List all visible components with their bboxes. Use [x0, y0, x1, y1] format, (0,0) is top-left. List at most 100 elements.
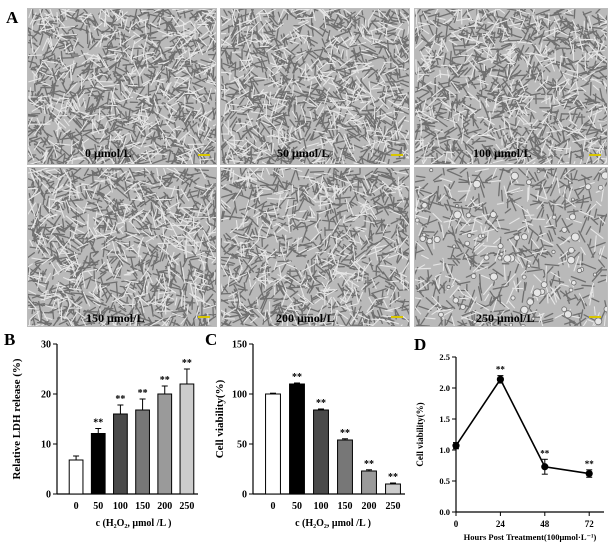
cell-strokes-light: [415, 9, 607, 164]
rounded-cell: [568, 287, 574, 293]
rounded-cell: [520, 305, 529, 314]
y-tick-label: 150: [232, 340, 247, 351]
rounded-cell: [472, 179, 481, 189]
y-tick-label: 0.0: [439, 507, 450, 517]
rounded-cell: [459, 303, 466, 310]
rounded-cell: [597, 184, 604, 191]
scale-bar: [198, 316, 210, 318]
rounded-cell: [470, 273, 477, 279]
cell-texture: [221, 168, 409, 326]
x-tick-label: 200: [157, 501, 172, 512]
rounded-cell: [464, 240, 470, 247]
micrograph-3: [27, 167, 217, 327]
cell-strokes-dark: [221, 9, 409, 164]
cell-texture: [28, 9, 216, 164]
rounded-cell: [521, 274, 527, 280]
rounded-cell: [603, 305, 607, 313]
micrograph-label: 0 μmol/L: [85, 146, 132, 160]
rounded-cell: [601, 171, 607, 180]
rounded-cell: [421, 202, 428, 209]
y-tick-label: 2.0: [439, 383, 450, 393]
bar: [313, 409, 329, 495]
y-tick-label: 0.5: [439, 476, 450, 486]
rounded-cell: [592, 272, 597, 277]
rounded-cell: [561, 226, 568, 233]
series-line: [455, 377, 590, 475]
micrograph-0: [27, 8, 217, 165]
rounded-cell: [438, 311, 444, 318]
x-tick-label: 0: [74, 501, 79, 512]
rounded-cell: [551, 249, 556, 255]
micrograph-4: [220, 167, 410, 327]
scale-bar: [391, 316, 403, 318]
y-axis-label: Relative LDH release (%): [11, 358, 23, 479]
x-tick-label: 100: [314, 501, 329, 512]
x-tick-label: 250: [386, 501, 401, 512]
panel-letter-a: A: [6, 8, 19, 27]
bar: [113, 413, 128, 495]
y-tick-label: 2.5: [439, 352, 450, 362]
scale-bar: [391, 154, 403, 156]
rounded-cell: [429, 168, 434, 173]
x-tick-label: 100: [113, 501, 128, 512]
x-tick-label: 50: [292, 501, 302, 512]
x-tick-label: 0: [454, 519, 459, 529]
rounded-cell: [489, 272, 498, 281]
y-tick-label: 100: [232, 390, 247, 401]
y-tick-label: 1.0: [439, 445, 450, 455]
rounded-cell: [497, 243, 504, 250]
y-tick-label: 20: [41, 390, 51, 401]
rounded-cell: [561, 306, 568, 313]
micrograph-label: 150 μmol/L: [86, 311, 145, 325]
rounded-cell: [568, 247, 575, 254]
rounded-cell: [540, 281, 548, 288]
rounded-cell: [489, 211, 497, 219]
rounded-cell: [433, 236, 441, 244]
rounded-cell: [532, 288, 542, 297]
micrograph-1: [220, 8, 410, 165]
significance-mark: **: [364, 459, 374, 470]
micrograph-5: [414, 167, 608, 327]
x-tick-label: 48: [540, 519, 550, 529]
x-tick-label: 150: [135, 501, 150, 512]
data-point: [585, 469, 593, 478]
rounded-cell: [472, 319, 477, 324]
bar: [361, 470, 377, 495]
significance-mark: **: [292, 372, 302, 383]
cell-strokes-light: [415, 168, 607, 326]
rounded-cell: [520, 324, 526, 326]
bar: [337, 439, 353, 495]
rounded-cell: [510, 171, 519, 180]
significance-mark: **: [138, 388, 148, 399]
bar: [135, 409, 150, 495]
significance-mark: **: [585, 459, 595, 469]
x-tick-label: 24: [496, 519, 506, 529]
rounded-cell: [526, 179, 532, 186]
x-tick-label: 50: [93, 501, 103, 512]
significance-mark: **: [388, 472, 398, 483]
y-tick-label: 30: [41, 340, 51, 351]
scale-bar: [198, 154, 210, 156]
y-axis-label: Cell viability(%): [415, 402, 425, 466]
significance-mark: **: [340, 428, 350, 439]
rounded-cell: [455, 203, 459, 208]
micrograph-label: 250 μmol/L: [476, 311, 535, 325]
cell-strokes-light: [221, 168, 409, 326]
rounded-cell: [571, 280, 577, 286]
rounded-cell: [536, 169, 541, 174]
cell-strokes-light: [28, 168, 216, 326]
y-tick-label: 10: [41, 440, 51, 451]
significance-mark: **: [316, 398, 326, 409]
x-tick-label: 250: [179, 501, 194, 512]
rounded-cell: [531, 316, 536, 321]
cell-texture: [221, 9, 409, 164]
rounded-cell: [481, 233, 486, 238]
panel-letter-d: D: [414, 335, 427, 354]
rounded-cell: [526, 298, 534, 306]
y-tick-label: 0: [46, 490, 51, 501]
bar: [68, 459, 84, 495]
rounded-cell: [513, 234, 520, 241]
rounded-cell: [497, 255, 503, 261]
rounded-cell: [466, 233, 472, 238]
x-tick-label: 72: [585, 519, 595, 529]
